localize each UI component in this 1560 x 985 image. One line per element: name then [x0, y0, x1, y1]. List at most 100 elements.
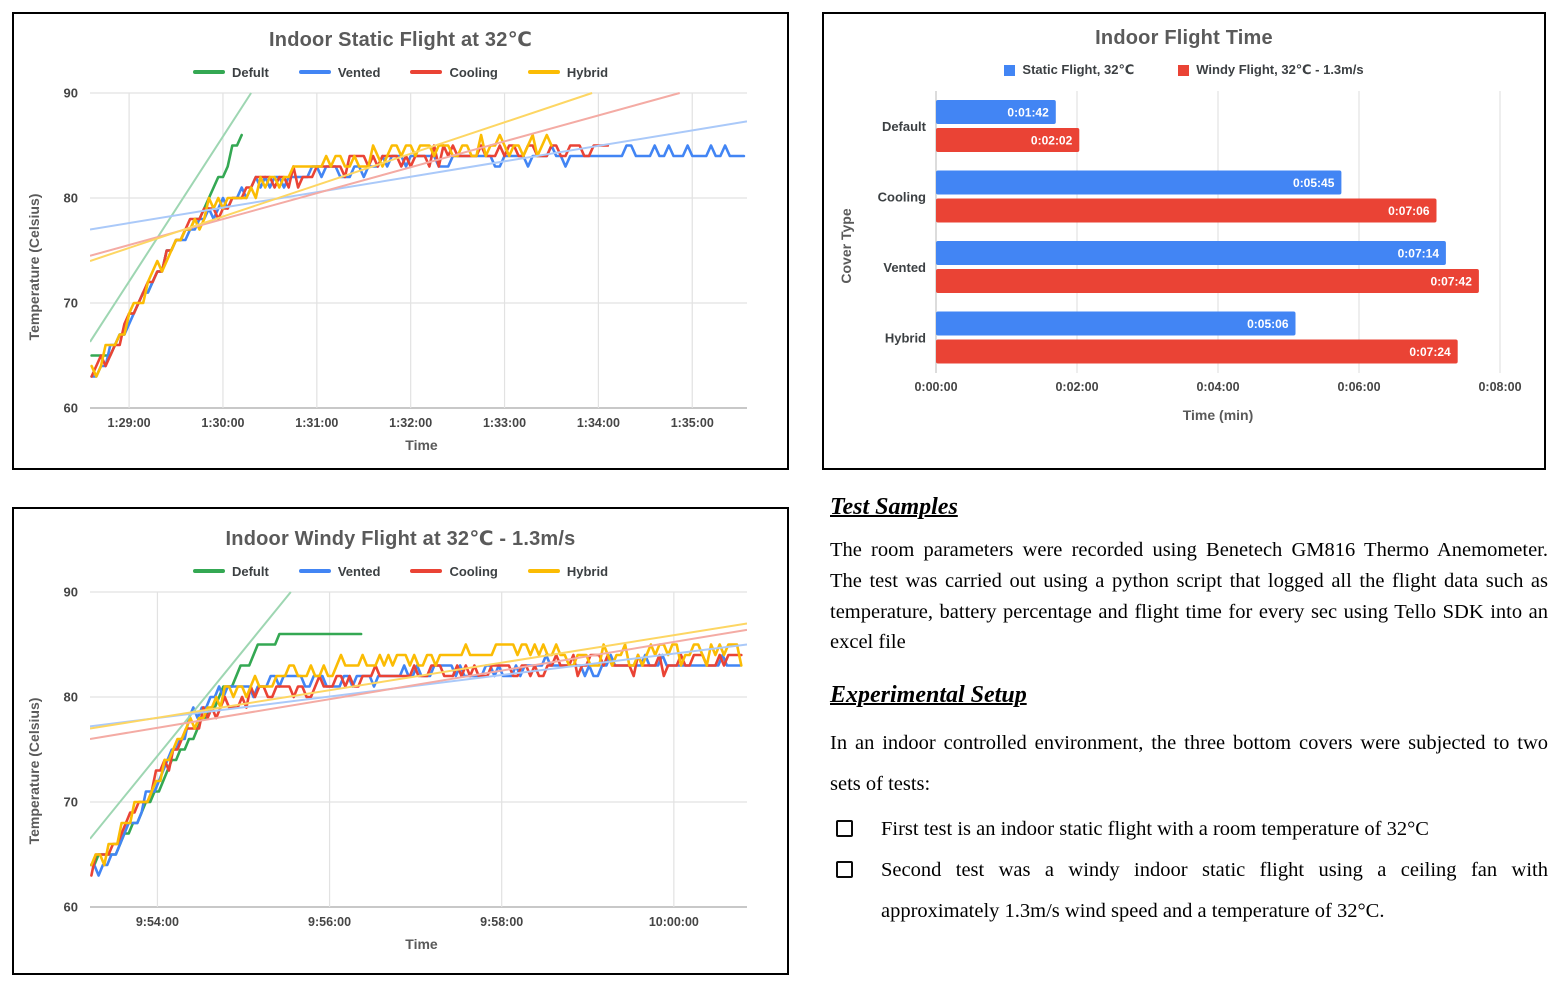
- trendline-vented: [90, 643, 747, 728]
- y-tick-label: 70: [64, 296, 78, 311]
- flight-time-chart-legend: Static Flight, 32℃ Windy Flight, 32℃ - 1.…: [824, 61, 1544, 79]
- x-tick-label: 1:29:00: [108, 416, 151, 430]
- y-tick-label: 60: [64, 900, 78, 915]
- notes-paragraph: The room parameters were recorded using …: [830, 539, 1548, 654]
- square-checkbox-icon: [836, 820, 853, 837]
- x-tick-label: 0:02:00: [1055, 380, 1098, 394]
- bar-cooling-static: [936, 170, 1342, 195]
- y-tick-label: 90: [64, 585, 78, 600]
- x-tick-label: 10:00:00: [649, 915, 699, 929]
- legend-swatch-icon: [527, 69, 560, 75]
- flight-time-chart-panel: Indoor Flight Time Static Flight, 32℃ Win…: [822, 12, 1546, 470]
- legend-item-defult: Defult: [192, 64, 269, 80]
- series-line-vented: [90, 144, 746, 378]
- legend-swatch-icon: [298, 69, 331, 75]
- legend-label: Vented: [337, 563, 381, 579]
- trendline-defult: [90, 92, 252, 343]
- series-line-hybrid: [90, 133, 553, 378]
- x-tick-label: 1:30:00: [201, 416, 244, 430]
- windy-chart-x-axis-title: Time: [405, 936, 438, 952]
- legend-label: Static Flight, 32℃: [1022, 62, 1135, 77]
- bullet-text: Second test was a windy indoor static fl…: [881, 859, 1548, 922]
- y-tick-label: 80: [64, 191, 78, 206]
- x-tick-label: 0:08:00: [1478, 380, 1521, 394]
- x-tick-label: 0:06:00: [1337, 380, 1380, 394]
- trendline-defult: [90, 591, 292, 840]
- y-tick-label: 60: [64, 401, 78, 416]
- y-tick-label: 90: [64, 86, 78, 101]
- bar-vented-static: [936, 241, 1446, 265]
- static-chart-y-axis-title: Temperature (Celsius): [26, 193, 42, 341]
- bar-value-label: 0:07:06: [1388, 204, 1430, 218]
- legend-item-defult: Defult: [192, 563, 269, 579]
- x-tick-label: 9:58:00: [480, 915, 523, 929]
- square-checkbox-icon: [836, 861, 853, 878]
- series-line-defult: [90, 133, 243, 357]
- legend-label: Defult: [231, 563, 269, 579]
- windy-chart-title: Indoor Windy Flight at 32℃ - 1.3m/s: [225, 528, 576, 550]
- legend-item-windy-flight-32-1-3m-s: Windy Flight, 32℃ - 1.3m/s: [1178, 62, 1364, 78]
- bar-vented-windy: [936, 269, 1479, 293]
- bar-value-label: 0:07:14: [1398, 247, 1440, 261]
- trendline-hybrid: [90, 92, 593, 262]
- y-tick-label: 80: [64, 690, 78, 705]
- windy-chart-plot: 60 70 80 90 9:54:00 9:56:00 9:58:00 10:00:00: [64, 585, 747, 929]
- static-chart-title: Indoor Static Flight at 32℃: [269, 29, 532, 51]
- legend-label: Vented: [337, 64, 381, 80]
- windy-chart-legend: Defult Vented Cooling Hybrid: [14, 562, 787, 580]
- windy-flight-chart-panel: Indoor Windy Flight at 32℃ - 1.3m/s Defu…: [12, 507, 789, 975]
- legend-item-cooling: Cooling: [410, 563, 498, 579]
- legend-item-vented: Vented: [298, 563, 381, 579]
- legend-label: Hybrid: [566, 64, 609, 80]
- static-chart-plot: 60 70 80 90 1:29:00 1:30:00 1:31:00 1:32:00 1:33…: [64, 86, 747, 430]
- category-label-vented: Vented: [883, 260, 926, 275]
- notes-heading-test-samples: Test Samples: [830, 494, 958, 520]
- legend-swatch-icon: [410, 69, 443, 75]
- trendline-hybrid: [90, 622, 747, 730]
- legend-swatch-icon: [192, 69, 225, 75]
- legend-label: Cooling: [449, 563, 498, 579]
- legend-swatch-icon: [192, 568, 225, 574]
- x-tick-label: 1:31:00: [295, 416, 338, 430]
- legend-item-cooling: Cooling: [410, 64, 498, 80]
- x-tick-label: 1:34:00: [577, 416, 620, 430]
- trendline-cooling: [90, 628, 747, 740]
- flight-time-x-axis-title: Time (min): [1182, 407, 1254, 423]
- legend-item-static-flight-32-: Static Flight, 32℃: [1004, 62, 1134, 78]
- notes-heading-experimental-setup: Experimental Setup: [830, 682, 1027, 708]
- bar-hybrid-static: [936, 311, 1296, 336]
- bar-value-label: 0:07:24: [1409, 345, 1451, 359]
- x-tick-label: 0:04:00: [1196, 380, 1239, 394]
- bar-hybrid-windy: [936, 339, 1458, 364]
- bullet-text: First test is an indoor static flight wi…: [881, 818, 1429, 840]
- x-tick-label: 0:00:00: [914, 380, 957, 394]
- bar-value-label: 0:07:42: [1431, 275, 1473, 289]
- legend-swatch-icon: [298, 568, 331, 574]
- legend-item-hybrid: Hybrid: [527, 563, 609, 579]
- series-line-hybrid: [90, 643, 743, 867]
- bar-value-label: 0:02:02: [1031, 134, 1073, 148]
- trendline-vented: [90, 120, 747, 231]
- legend-item-vented: Vented: [298, 64, 381, 80]
- legend-label: Cooling: [449, 64, 498, 80]
- flight-time-chart-plot: 0:00:00 0:02:00 0:04:00 0:06:00 0:08:00 Defau…: [878, 91, 1522, 394]
- legend-label: Hybrid: [566, 563, 609, 579]
- category-label-default: Default: [882, 119, 927, 134]
- legend-item-hybrid: Hybrid: [527, 64, 609, 80]
- flight-time-y-axis-title: Cover Type: [838, 208, 854, 284]
- category-label-hybrid: Hybrid: [885, 330, 926, 345]
- windy-chart-y-axis-title: Temperature (Celsius): [26, 697, 42, 845]
- gridlines: [90, 591, 747, 908]
- flight-time-chart-title: Indoor Flight Time: [1095, 27, 1273, 49]
- x-tick-label: 1:32:00: [389, 416, 432, 430]
- static-chart-x-axis-title: Time: [405, 437, 438, 453]
- bullet-item: Second test was a windy indoor static fl…: [830, 850, 1548, 932]
- series-line-vented: [90, 653, 742, 877]
- legend-label: Defult: [231, 64, 269, 80]
- y-tick-label: 70: [64, 795, 78, 810]
- bar-value-label: 0:05:06: [1247, 317, 1289, 331]
- x-tick-label: 9:56:00: [308, 915, 351, 929]
- gridlines: [90, 92, 747, 409]
- notes-panel: Test Samples The room parameters were rec…: [830, 494, 1548, 932]
- bar-default-windy: [936, 128, 1080, 152]
